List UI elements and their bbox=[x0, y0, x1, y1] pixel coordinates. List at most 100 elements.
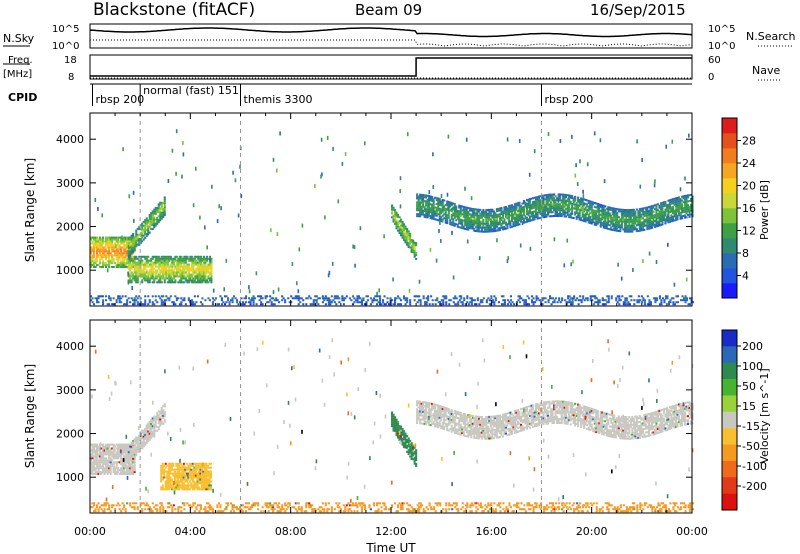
power-colorbar-tick-5: 24 bbox=[742, 157, 756, 170]
time-xlabel: Time UT bbox=[365, 541, 416, 554]
nsky-label: N.Sky bbox=[3, 32, 35, 45]
time-xtick-3: 12:00 bbox=[375, 525, 407, 538]
power-ytick-0: 1000 bbox=[56, 264, 84, 277]
time-xtick-2: 08:00 bbox=[275, 525, 307, 538]
velocity-colorbar-swatch-4 bbox=[722, 395, 737, 413]
velocity-colorbar-swatch-2 bbox=[722, 362, 737, 380]
power-echo-region-1 bbox=[127, 196, 166, 258]
beam-title: Beam 09 bbox=[355, 1, 422, 19]
freq-right-tick-top: 60 bbox=[708, 55, 721, 66]
power-colorbar-swatch-11 bbox=[722, 118, 737, 134]
velocity-colorbar-tick-1: 100 bbox=[742, 360, 763, 373]
power-ylabel: Slant Range [km] bbox=[23, 158, 37, 262]
power-colorbar-swatch-4 bbox=[722, 223, 737, 239]
power-colorbar-tick-2: 12 bbox=[742, 225, 756, 238]
power-colorbar-tick-1: 8 bbox=[742, 247, 749, 260]
velocity-colorbar-tick-6: -100 bbox=[742, 460, 767, 473]
velocity-colorbar-tick-4: -15 bbox=[742, 420, 760, 433]
noise-right-tick-top: 10^5 bbox=[708, 24, 735, 35]
time-xtick-0: 00:00 bbox=[74, 525, 106, 538]
station-title: Blackstone (fitACF) bbox=[93, 0, 255, 20]
time-xtick-4: 16:00 bbox=[475, 525, 507, 538]
velocity-colorbar-swatch-1 bbox=[722, 346, 737, 364]
velocity-colorbar-label: Velocity [m s^-1] bbox=[758, 368, 771, 463]
power-colorbar-swatch-2 bbox=[722, 253, 737, 269]
noise-left-tick-bottom: 10^0 bbox=[52, 41, 79, 52]
date-title: 16/Sep/2015 bbox=[590, 1, 686, 19]
velocity-colorbar-swatch-10 bbox=[722, 493, 737, 511]
power-colorbar-swatch-3 bbox=[722, 238, 737, 254]
power-echo-region-4 bbox=[416, 193, 694, 233]
nsearch-series bbox=[90, 39, 693, 47]
freq-unit-label: [MHz] bbox=[3, 69, 32, 80]
noise-right-tick-bottom: 10^0 bbox=[708, 41, 735, 52]
nave-label: Nave bbox=[752, 64, 780, 77]
freq-panel: Freq. [MHz] 18 8 60 0 Nave bbox=[3, 54, 782, 83]
power-colorbar-swatch-1 bbox=[722, 268, 737, 284]
velocity-ylabel: Slant Range [km] bbox=[23, 364, 37, 468]
freq-right-tick-bottom: 0 bbox=[708, 72, 714, 83]
power-echo-region-3 bbox=[391, 204, 418, 260]
velocity-colorbar-swatch-0 bbox=[722, 330, 737, 347]
velocity-echo-region-4 bbox=[416, 400, 694, 440]
velocity-colorbar: 200 100 50 15 -15 -50 -100 -200 bbox=[721, 329, 767, 511]
cpid-label: CPID bbox=[8, 91, 37, 104]
power-colorbar-label: Power [dB] bbox=[758, 180, 771, 240]
power-echo-region-5 bbox=[90, 295, 695, 306]
power-colorbar-swatch-0 bbox=[722, 283, 737, 299]
noise-left-tick-top: 10^5 bbox=[52, 24, 79, 35]
velocity-colorbar-swatch-5 bbox=[722, 411, 737, 429]
freq-series bbox=[90, 57, 692, 77]
velocity-colorbar-swatch-8 bbox=[722, 460, 737, 478]
power-colorbar-swatch-10 bbox=[722, 133, 737, 149]
velocity-ytick-2: 3000 bbox=[56, 384, 84, 397]
velocity-ytick-1: 2000 bbox=[56, 428, 84, 441]
noise-panel: N.Sky 10^5 10^0 10^5 10^0 N.Search bbox=[3, 23, 796, 52]
cpid-text-3: rbsp 200 bbox=[545, 93, 594, 106]
time-xtick-1: 04:00 bbox=[174, 525, 206, 538]
cpid-text-2: themis 3300 bbox=[244, 93, 313, 106]
velocity-ytick-0: 1000 bbox=[56, 471, 84, 484]
power-colorbar-tick-6: 28 bbox=[742, 135, 756, 148]
power-ytick-1: 2000 bbox=[56, 221, 84, 234]
velocity-colorbar-swatch-7 bbox=[722, 444, 737, 462]
velocity-colorbar-tick-0: 200 bbox=[742, 340, 763, 353]
nsky-series bbox=[89, 27, 693, 38]
power-scatter-echoes bbox=[94, 129, 690, 296]
freq-left-tick-top: 18 bbox=[64, 55, 77, 66]
power-ytick-3: 4000 bbox=[56, 133, 84, 146]
velocity-colorbar-tick-7: -200 bbox=[742, 480, 767, 493]
power-colorbar-swatch-9 bbox=[722, 148, 737, 164]
velocity-echo-region-0 bbox=[90, 443, 136, 475]
velocity-ytick-3: 4000 bbox=[56, 340, 84, 353]
time-xtick-5: 20:00 bbox=[576, 525, 608, 538]
velocity-colorbar-swatch-6 bbox=[722, 428, 737, 445]
velocity-panel: 1000 2000 3000 4000 00:00 04:00 08:00 12:00 16:… bbox=[23, 319, 708, 554]
power-echo-region-2 bbox=[127, 255, 213, 284]
power-colorbar-swatch-8 bbox=[722, 163, 737, 179]
power-colorbar-swatch-5 bbox=[722, 208, 737, 224]
velocity-echo-region-5 bbox=[90, 502, 695, 513]
nsearch-label: N.Search bbox=[746, 30, 796, 43]
power-colorbar-swatch-6 bbox=[722, 193, 737, 209]
velocity-echo-region-3 bbox=[391, 411, 418, 467]
velocity-colorbar-tick-2: 50 bbox=[742, 380, 756, 393]
freq-label: Freq. bbox=[8, 55, 33, 66]
power-colorbar-swatch-7 bbox=[722, 178, 737, 194]
velocity-colorbar-swatch-9 bbox=[722, 477, 737, 494]
power-colorbar-tick-0: 4 bbox=[742, 270, 749, 283]
power-colorbar-tick-4: 20 bbox=[742, 180, 756, 193]
velocity-echo-region-2 bbox=[160, 462, 212, 491]
time-xtick-6: 00:00 bbox=[676, 525, 708, 538]
velocity-colorbar-tick-3: 15 bbox=[742, 400, 756, 413]
velocity-colorbar-tick-5: -50 bbox=[742, 440, 760, 453]
power-panel: 1000 2000 3000 4000 Slant Range [km] bbox=[23, 112, 695, 307]
power-colorbar: 4 8 12 16 20 24 28 bbox=[721, 117, 756, 299]
freq-left-tick-bottom: 8 bbox=[68, 72, 74, 83]
power-ytick-2: 3000 bbox=[56, 177, 84, 190]
velocity-colorbar-swatch-3 bbox=[722, 379, 737, 396]
cpid-text-0: rbsp 200 bbox=[96, 93, 145, 106]
power-colorbar-tick-3: 16 bbox=[742, 202, 756, 215]
